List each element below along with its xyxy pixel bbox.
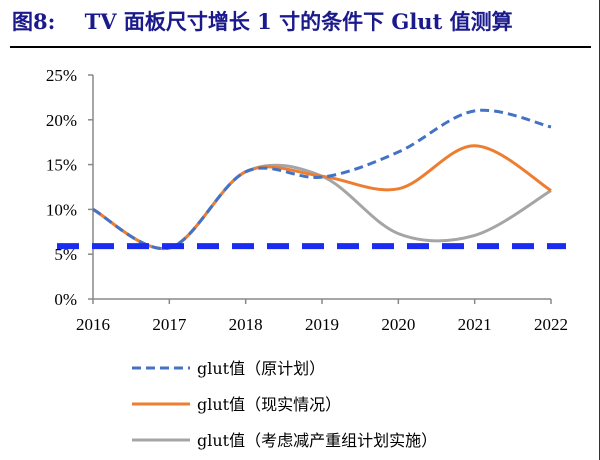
x-tick-label: 2019 bbox=[305, 315, 339, 334]
y-tick-label: 5% bbox=[54, 245, 77, 264]
y-tick-label: 10% bbox=[46, 200, 77, 219]
y-tick-label: 0% bbox=[54, 290, 77, 309]
legend-label: glut值（原计划） bbox=[197, 359, 325, 378]
chart-title: 图8: TV 面板尺寸增长 1 寸的条件下 Glut 值测算 bbox=[12, 9, 513, 34]
x-tick-label: 2018 bbox=[229, 315, 263, 334]
y-tick-label: 20% bbox=[46, 111, 77, 130]
x-tick-label: 2017 bbox=[152, 315, 187, 334]
series-line-0 bbox=[92, 108, 552, 251]
y-tick-label: 15% bbox=[46, 156, 77, 175]
x-tick-label: 2021 bbox=[458, 315, 492, 334]
title-divider bbox=[10, 46, 591, 48]
y-tick-label: 25% bbox=[46, 66, 77, 85]
legend-label: glut值（考虑减产重组计划实施） bbox=[197, 431, 437, 450]
x-tick-label: 2022 bbox=[534, 315, 568, 334]
x-tick-label: 2016 bbox=[76, 315, 110, 334]
x-tick-label: 2020 bbox=[381, 315, 415, 334]
legend-label: glut值（现实情况） bbox=[197, 395, 341, 414]
